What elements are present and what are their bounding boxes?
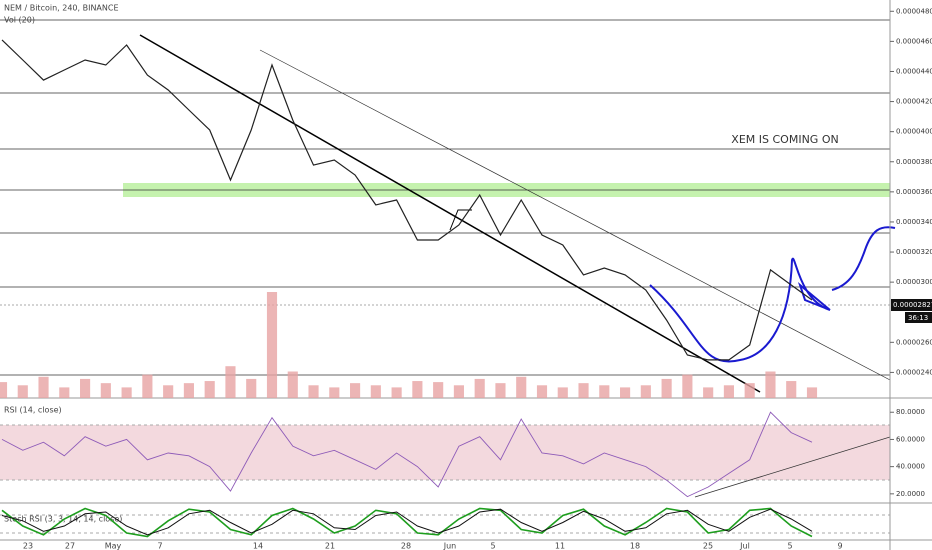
panel-title: Vol (20) [4,16,35,25]
volume-bar [536,385,548,398]
x-tick-label: 14 [253,542,263,550]
x-tick-label: 25 [703,542,713,550]
last-price-tag [891,299,932,311]
volume-bar [246,378,257,398]
stoch-line [1,507,813,538]
panel-title: RSI (14, close) [4,406,62,415]
trend-line [259,49,891,381]
x-tick-label: Jun [443,542,457,550]
x-tick-label: Jul [739,542,750,550]
volume-bar [287,371,298,398]
volume-bar [765,371,776,398]
volume-bar [786,381,797,398]
volume-bar [433,382,444,398]
volume-bar [59,387,70,398]
volume-bar [806,387,818,398]
x-tick-label: 11 [555,542,565,550]
volume-bar [204,381,215,398]
x-tick-label: 27 [65,542,75,550]
y-tick-label: 20.0000 [896,490,925,498]
volume-bar [80,378,91,398]
y-tick-label: 0.00002400 [896,368,932,376]
volume-bar [620,387,631,398]
x-tick-label: 23 [23,542,33,550]
volume-bar [495,383,506,398]
volume-bar [121,387,132,398]
stoch-line [1,508,813,536]
volume-bar [412,381,423,398]
volume-bar [640,385,651,398]
x-tick-label: 18 [630,542,640,550]
volume-bar [391,387,402,398]
projection-drawing [831,226,896,291]
volume-bar [225,366,236,398]
volume-bar [266,292,278,398]
x-tick-label: 21 [325,542,335,550]
x-tick-label: May [105,542,122,550]
volume-bar [142,374,153,398]
volume-bar [183,383,194,398]
x-tick-label: 5 [787,542,792,550]
volume-bar [744,383,755,398]
volume-bar [516,376,527,398]
volume-bar [350,383,361,398]
volume-bar [474,378,485,398]
y-tick-label: 80.0000 [896,408,925,416]
volume-bar [329,387,340,398]
horizontal-levels [0,19,890,376]
volume-bar [661,378,672,398]
y-tick-label: 40.0000 [896,463,925,471]
volume-bar [723,385,734,398]
drawing [449,209,472,231]
pattern-drawing [649,257,831,363]
countdown-tag [905,312,932,323]
x-tick-label: 28 [401,542,411,550]
volume-bar [599,385,610,398]
x-tick-label: 7 [157,542,162,550]
rsi-line [1,411,813,498]
volume-bar [38,376,49,398]
volume-bar [0,382,8,398]
volume-bar [308,385,319,398]
price-line [1,39,813,361]
volume-bar [453,385,464,398]
volume-bar [557,387,568,398]
volume-bar [578,383,589,398]
trend-line [139,34,761,393]
x-tick-label: 5 [490,542,495,550]
countdown: 36:13 [908,314,928,322]
y-tick-label: 60.0000 [896,435,925,443]
volume-bar [703,387,714,398]
annotation: XEM IS COMING ON [731,133,838,146]
symbol-title: NEM / Bitcoin, 240, BINANCE [4,4,119,13]
x-tick-label: 9 [837,542,842,550]
volume-bar [682,374,693,398]
volume-bar [17,385,28,398]
volume-bar [100,383,111,398]
rsi-trend [694,436,891,498]
last-price: 0.00002827 [893,301,932,309]
volume-bar [163,385,174,398]
volume-bar [370,385,381,398]
rsi-band [0,425,890,480]
